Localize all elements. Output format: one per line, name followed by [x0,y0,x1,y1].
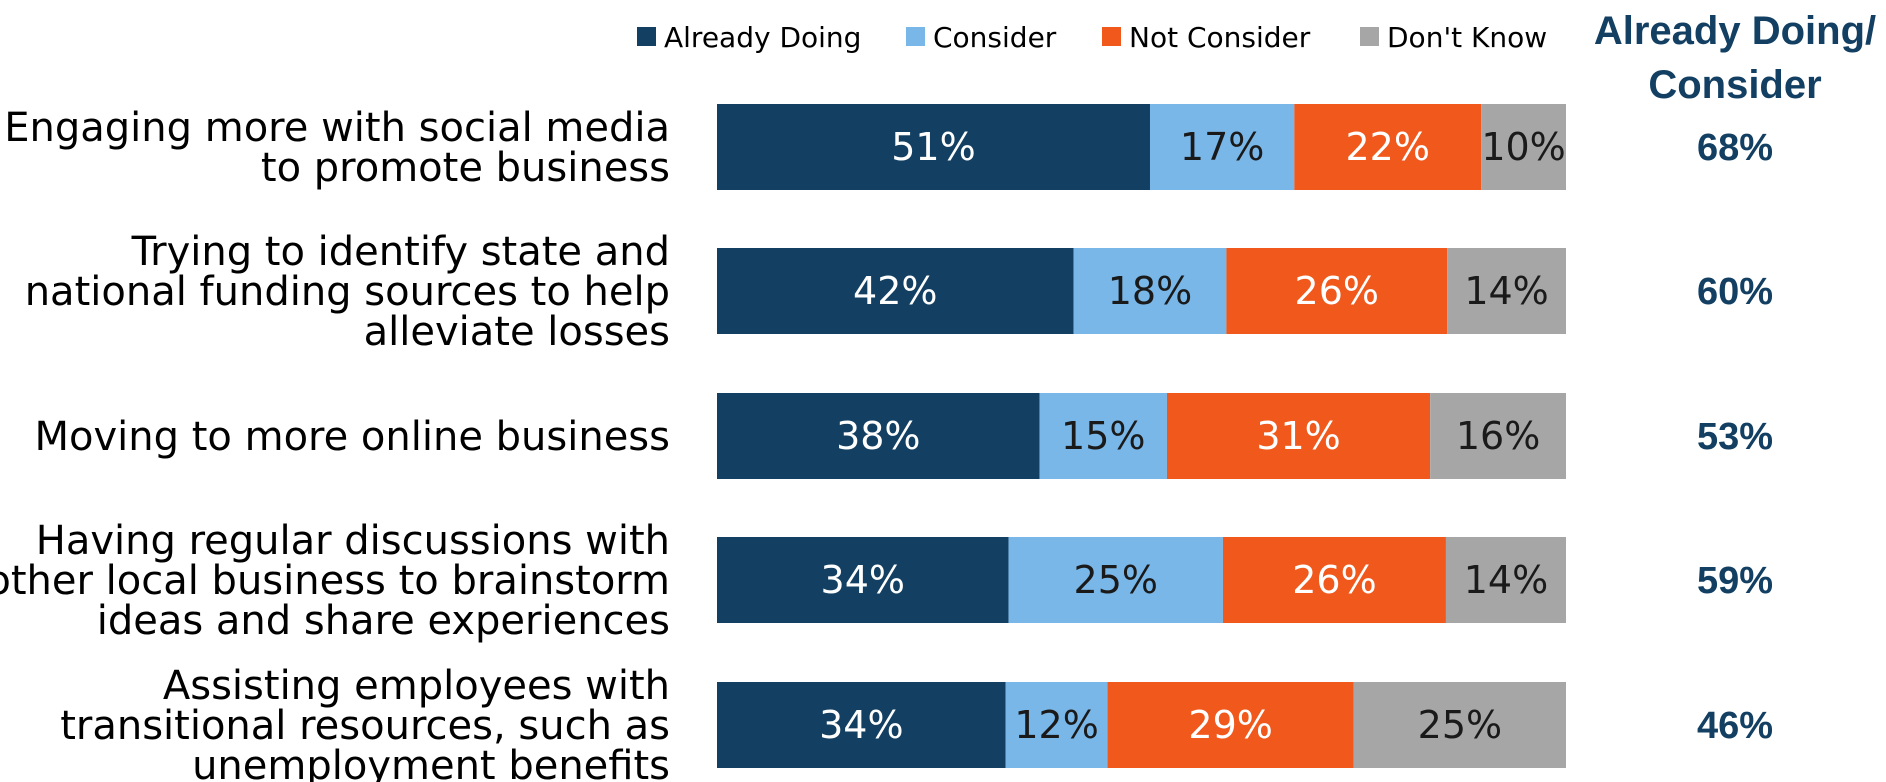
data-label-already-doing: 38% [836,414,920,458]
legend-label: Consider [933,21,1057,54]
legend-label: Already Doing [664,21,861,54]
category-label-line: Trying to identify state and [131,229,670,275]
data-label-already-doing: 51% [891,125,975,169]
bar-row: 42% 18% 26% 14% [717,248,1566,334]
data-label-don-t-know: 16% [1456,414,1540,458]
totals-header-line: Already Doing/ [1594,9,1876,53]
bar-segment-don-t-know [1481,104,1566,190]
bar-segment-don-t-know [1353,682,1566,768]
data-label-consider: 25% [1074,558,1158,602]
legend-item-consider: Consider [906,21,1057,54]
data-label-don-t-know: 14% [1464,558,1548,602]
bars: 51% 17% 22% 10% 42% 18% 26% 14% 38% 15% 31% 16% 34% 2… [717,104,1566,768]
data-label-consider: 12% [1014,703,1098,747]
bar-segment-don-t-know [1445,537,1566,623]
category-label-line: alleviate losses [364,309,670,355]
legend: Already Doing Consider Not Consider Don't K… [637,21,1547,54]
category-label-line: unemployment benefits [192,743,670,782]
category-label-line: to promote business [261,145,670,191]
total-value: 59% [1697,560,1773,602]
category-label-line: ideas and share experiences [97,598,670,644]
data-label-don-t-know: 10% [1481,125,1565,169]
totals-header-line: Consider [1648,63,1821,107]
bar-segment-already-doing [717,682,1006,768]
data-label-consider: 18% [1108,269,1192,313]
legend-item-already-doing: Already Doing [637,21,861,54]
total-value: 53% [1697,416,1773,458]
legend-label: Don't Know [1387,21,1547,54]
data-label-not-consider: 31% [1256,414,1340,458]
data-label-not-consider: 26% [1292,558,1376,602]
totals-header: Already Doing/Consider [1594,9,1876,107]
total-value: 60% [1697,271,1773,313]
total-value: 68% [1697,127,1773,169]
bar-segment-not-consider [1222,537,1446,623]
legend-item-don-t-know: Don't Know [1360,21,1547,54]
bar-segment-consider [1008,537,1223,623]
bar-segment-don-t-know [1447,248,1566,334]
legend-swatch [1360,27,1379,46]
bar-segment-already-doing [717,104,1150,190]
bar-segment-already-doing [717,248,1074,334]
bar-segment-not-consider [1107,682,1354,768]
category-label-line: Assisting employees with [163,663,670,709]
bar-segment-consider [1073,248,1227,334]
category-label-line: Engaging more with social media [4,105,670,151]
data-label-not-consider: 29% [1188,703,1272,747]
category-label-line: Moving to more online business [35,414,671,460]
bar-row: 51% 17% 22% 10% [717,104,1566,190]
bar-segment-already-doing [717,537,1009,623]
data-label-consider: 17% [1180,125,1264,169]
data-label-already-doing: 42% [853,269,937,313]
bar-segment-not-consider [1294,104,1482,190]
legend-swatch [1102,27,1121,46]
bar-segment-not-consider [1226,248,1448,334]
legend-swatch [637,27,656,46]
bar-segment-already-doing [717,393,1040,479]
bar-row: 34% 25% 26% 14% [717,537,1566,623]
data-label-already-doing: 34% [819,703,903,747]
legend-item-not-consider: Not Consider [1102,21,1311,54]
bar-segment-consider [1005,682,1108,768]
bar-segment-consider [1149,104,1295,190]
data-label-don-t-know: 14% [1464,269,1548,313]
data-label-consider: 15% [1061,414,1145,458]
data-label-not-consider: 26% [1295,269,1379,313]
data-label-not-consider: 22% [1345,125,1429,169]
bar-segment-not-consider [1166,393,1431,479]
data-label-already-doing: 34% [821,558,905,602]
category-label-line: national funding sources to help [25,269,670,315]
category-label-line: transitional resources, such as [60,703,670,749]
category-label: Moving to more online business [35,414,671,460]
category-label-line: Having regular discussions with [36,518,670,564]
totals-column: 68% 60% 53% 59% 46% [1697,127,1773,747]
bar-segment-don-t-know [1430,393,1566,479]
bar-row: 38% 15% 31% 16% [717,393,1566,479]
bar-row: 34% 12% 29% 25% [717,682,1566,768]
legend-label: Not Consider [1129,21,1311,54]
legend-swatch [906,27,925,46]
bar-segment-consider [1039,393,1167,479]
data-label-don-t-know: 25% [1418,703,1502,747]
category-label-line: other local business to brainstorm [0,558,670,604]
total-value: 46% [1697,705,1773,747]
